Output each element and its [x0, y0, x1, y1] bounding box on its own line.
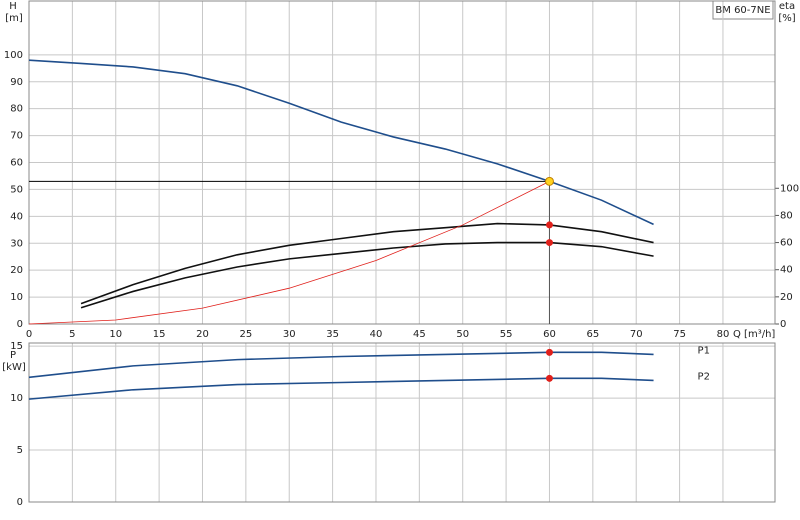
y2-tick-label: 40 [780, 265, 793, 276]
x-tick-label: 30 [283, 329, 296, 340]
series-line [80, 222, 654, 305]
y2-tick-label: 80 [780, 210, 793, 221]
point-marker [545, 221, 553, 229]
x-tick-label: 25 [239, 329, 252, 340]
y2-tick-label: 60 [780, 238, 793, 249]
x-tick-label: 15 [153, 329, 166, 340]
plot-frame [28, 0, 776, 325]
duty-point [544, 176, 554, 186]
y-tick-label: 15 [10, 341, 23, 352]
y2-tick-label: 100 [780, 183, 799, 194]
y-unit: [kW] [2, 362, 26, 373]
series-line [80, 241, 654, 309]
series-label: P1 [698, 345, 710, 356]
point-marker [545, 348, 553, 356]
point-marker [545, 239, 553, 247]
x-tick-label: 75 [673, 329, 686, 340]
y-tick-label: 70 [10, 131, 23, 142]
y-tick-label: 80 [10, 104, 23, 115]
chart-title: BM 60-7NE [715, 5, 770, 16]
y-unit: [m] [5, 13, 23, 24]
y-tick-label: 100 [4, 50, 23, 61]
series-line [28, 351, 654, 379]
point-marker [545, 374, 553, 382]
x-tick-label: 80 [717, 329, 730, 340]
y2-tick-label: 0 [780, 319, 786, 330]
y-tick-label: 30 [10, 238, 23, 249]
x-tick-label: 60 [543, 329, 556, 340]
y-tick-label: 20 [10, 265, 23, 276]
y2-label: eta [779, 1, 795, 12]
x-label: Q [m³/h] [733, 329, 775, 340]
y-tick-label: 0 [17, 319, 23, 330]
y2-tick-label: 20 [780, 292, 793, 303]
y2-unit: [%] [778, 13, 795, 24]
y-label: H [9, 1, 17, 12]
plot-frame [28, 342, 776, 503]
x-tick-label: 10 [109, 329, 122, 340]
y-tick-label: 60 [10, 158, 23, 169]
x-tick-label: 55 [500, 329, 513, 340]
x-tick-label: 40 [370, 329, 383, 340]
y-tick-label: 0 [17, 497, 23, 508]
y-tick-label: 10 [10, 393, 23, 404]
series-line [28, 180, 550, 325]
y-label: P [10, 350, 16, 361]
y-tick-label: 5 [17, 445, 23, 456]
x-tick-label: 5 [69, 329, 75, 340]
x-tick-label: 35 [326, 329, 339, 340]
x-tick-label: 65 [586, 329, 599, 340]
x-tick-label: 0 [26, 329, 32, 340]
series-line [28, 59, 654, 226]
y-tick-label: 10 [10, 292, 23, 303]
series-line [28, 377, 654, 400]
x-tick-label: 50 [456, 329, 469, 340]
x-tick-label: 70 [630, 329, 643, 340]
x-tick-label: 20 [196, 329, 209, 340]
y-tick-label: 50 [10, 184, 23, 195]
y-tick-label: 90 [10, 77, 23, 88]
series-label: P2 [698, 371, 710, 382]
x-tick-label: 45 [413, 329, 426, 340]
y-tick-label: 40 [10, 211, 23, 222]
